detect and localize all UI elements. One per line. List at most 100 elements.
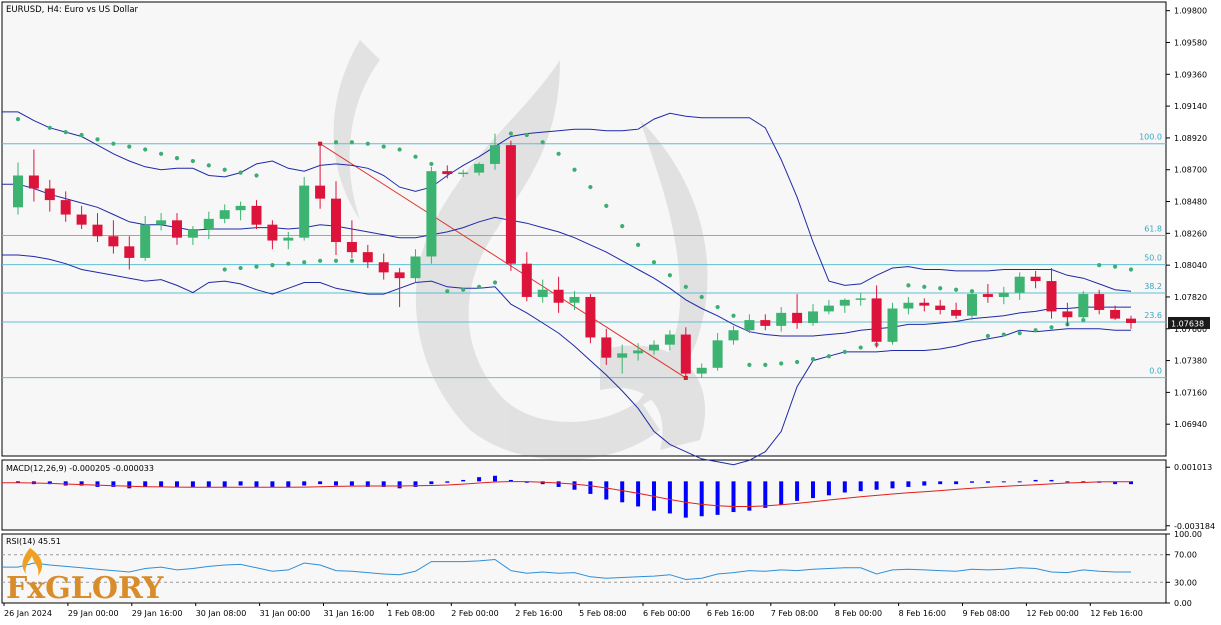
sar-dot bbox=[795, 359, 800, 365]
candle-bearish bbox=[346, 242, 357, 253]
y-tick-label: 1.09360 bbox=[1174, 70, 1207, 79]
x-tick-label: 7 Feb 08:00 bbox=[771, 609, 818, 618]
sar-dot bbox=[127, 144, 132, 149]
sar-dot bbox=[954, 287, 959, 292]
sar-dot bbox=[190, 158, 195, 164]
macd-bar bbox=[779, 481, 784, 506]
sar-dot bbox=[922, 284, 927, 289]
macd-bar bbox=[47, 481, 52, 485]
sar-dot bbox=[143, 147, 148, 152]
macd-bar bbox=[572, 481, 577, 490]
macd-bar bbox=[954, 481, 959, 485]
watermark-shape bbox=[333, 40, 380, 220]
macd-bar bbox=[620, 481, 625, 503]
candle-bullish bbox=[474, 163, 485, 173]
candle-bearish bbox=[331, 198, 341, 243]
x-tick-label: 8 Feb 00:00 bbox=[835, 609, 882, 618]
macd-bar bbox=[286, 481, 291, 487]
macd-bar bbox=[238, 481, 243, 486]
sar-dot bbox=[636, 242, 641, 248]
sar-dot bbox=[47, 125, 52, 130]
x-tick-label: 2 Feb 16:00 bbox=[515, 609, 562, 618]
sar-dot bbox=[222, 167, 227, 172]
sar-dot bbox=[79, 132, 84, 138]
fib-level-label: 38.2 bbox=[1144, 282, 1162, 291]
macd-bar bbox=[413, 481, 418, 487]
candle-bullish bbox=[426, 171, 437, 257]
candle-bullish bbox=[903, 302, 914, 309]
sar-dot bbox=[620, 224, 625, 229]
sar-dot bbox=[858, 345, 863, 350]
y-tick-label: 1.08040 bbox=[1174, 261, 1207, 270]
candle-bearish bbox=[521, 263, 532, 297]
y-tick-label: 1.08700 bbox=[1174, 166, 1207, 175]
macd-bar bbox=[461, 479, 466, 482]
macd-bar bbox=[318, 481, 323, 485]
macd-bar bbox=[731, 481, 736, 513]
sar-dot bbox=[206, 163, 211, 168]
macd-bar bbox=[1081, 481, 1086, 483]
macd-bar bbox=[508, 479, 513, 482]
candle-bearish bbox=[28, 175, 39, 189]
macd-bar bbox=[683, 481, 688, 518]
sar-dot bbox=[779, 361, 784, 366]
candle-bearish bbox=[442, 171, 453, 175]
sar-dot bbox=[604, 203, 609, 208]
fib-trendline bbox=[319, 143, 687, 379]
macd-signal-line bbox=[2, 481, 1131, 507]
x-tick-label: 29 Jan 00:00 bbox=[68, 609, 119, 618]
x-tick-label: 29 Jan 16:00 bbox=[132, 609, 183, 618]
candle-bearish bbox=[76, 214, 87, 225]
candle-bearish bbox=[1094, 294, 1105, 310]
macd-bar bbox=[795, 481, 800, 501]
fib-level-label: 100.0 bbox=[1139, 133, 1162, 142]
candle-bearish bbox=[1110, 309, 1121, 319]
sar-dot bbox=[429, 161, 434, 167]
macd-bar bbox=[826, 481, 831, 496]
candle-bearish bbox=[951, 309, 962, 316]
sar-dot bbox=[318, 258, 323, 263]
candle-bullish bbox=[967, 294, 977, 316]
x-tick-label: 1 Feb 08:00 bbox=[387, 609, 434, 618]
macd-label: MACD(12,26,9) -0.000205 -0.000033 bbox=[6, 464, 154, 473]
candle-bullish bbox=[203, 218, 214, 229]
bollinger-lower bbox=[2, 254, 1131, 466]
sar-dot bbox=[1113, 264, 1118, 269]
macd-bar bbox=[985, 481, 990, 483]
macd-bar bbox=[429, 481, 434, 485]
chart-title: EURUSD, H4: Euro vs US Dollar bbox=[6, 5, 139, 15]
y-tick-label: 1.07820 bbox=[1174, 293, 1207, 302]
y-tick-label: 1.07160 bbox=[1174, 388, 1207, 397]
watermark-shape bbox=[600, 345, 706, 450]
candle-bullish bbox=[1014, 276, 1025, 293]
macd-bar bbox=[16, 481, 20, 483]
macd-bar bbox=[477, 477, 482, 482]
x-tick-label: 26 Jan 2024 bbox=[4, 609, 52, 618]
x-tick-label: 30 Jan 08:00 bbox=[196, 609, 247, 618]
macd-bar bbox=[906, 481, 911, 487]
macd-bar bbox=[445, 481, 450, 483]
macd-bar bbox=[143, 481, 148, 487]
macd-bar bbox=[588, 481, 593, 494]
sar-dot bbox=[254, 264, 259, 269]
flame-icon bbox=[22, 548, 43, 576]
rsi-y-tick-label: 0.00 bbox=[1174, 599, 1192, 608]
macd-bar bbox=[763, 481, 768, 508]
macd-bar bbox=[1113, 481, 1118, 485]
rsi-y-tick-label: 70.00 bbox=[1174, 551, 1197, 560]
macd-bar bbox=[190, 481, 195, 487]
sar-dot bbox=[333, 258, 339, 263]
sar-dot bbox=[174, 156, 180, 161]
macd-y-tick-label: -0.003184 bbox=[1174, 522, 1215, 531]
macd-bar bbox=[604, 481, 609, 500]
sar-dot bbox=[572, 167, 577, 172]
candle-bullish bbox=[998, 292, 1009, 297]
y-tick-label: 1.07380 bbox=[1174, 357, 1207, 366]
y-tick-label: 1.07600 bbox=[1174, 325, 1207, 334]
candle-bearish bbox=[44, 188, 55, 201]
macd-bar bbox=[922, 481, 927, 486]
sar-dot bbox=[540, 140, 545, 145]
sar-dot bbox=[445, 289, 450, 294]
